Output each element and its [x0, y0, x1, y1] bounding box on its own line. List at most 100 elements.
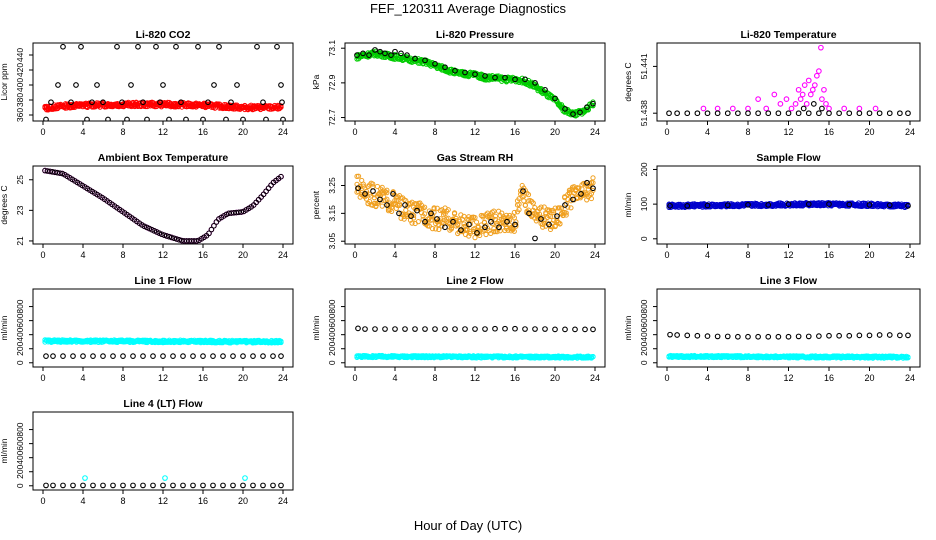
data-point — [590, 175, 596, 181]
data-point — [496, 224, 502, 231]
data-point — [552, 95, 558, 102]
data-point — [492, 325, 498, 332]
data-point — [43, 353, 49, 359]
y-tick-label: 200 — [639, 162, 649, 176]
data-point — [826, 110, 832, 117]
data-point — [704, 202, 711, 209]
data-point — [379, 184, 385, 190]
y-tick-label: 51.441 — [639, 53, 649, 79]
data-point — [522, 202, 528, 208]
data-point — [411, 212, 417, 219]
data-layer — [666, 44, 911, 117]
data-point — [94, 82, 100, 88]
data-point — [464, 227, 470, 233]
data-point — [876, 110, 883, 117]
data-point — [735, 110, 741, 117]
panel-title: Line 4 (LT) Flow — [123, 398, 203, 410]
data-point — [436, 226, 442, 233]
data-point — [130, 353, 136, 359]
data-point — [82, 475, 88, 481]
data-point — [765, 110, 772, 117]
data-point — [792, 100, 799, 107]
data-point — [522, 76, 528, 83]
data-point — [800, 105, 807, 112]
data-point — [576, 185, 582, 191]
data-point — [684, 110, 691, 117]
x-tick-label: 12 — [783, 250, 793, 260]
data-point — [846, 332, 853, 339]
data-point — [785, 333, 792, 340]
data-point — [144, 116, 150, 121]
data-point — [140, 353, 146, 359]
data-point — [542, 86, 548, 93]
data-point — [270, 353, 276, 359]
data-point — [482, 224, 488, 231]
data-point — [70, 482, 76, 489]
data-point — [178, 99, 184, 106]
data-point — [280, 116, 286, 121]
x-tick-label: 8 — [432, 127, 437, 137]
data-point — [377, 196, 383, 203]
data-point — [836, 110, 842, 117]
y-tick-label: 0 — [327, 360, 337, 365]
x-tick-label: 8 — [120, 250, 125, 260]
data-point — [412, 55, 418, 62]
data-point — [254, 43, 260, 50]
x-tick-label: 12 — [470, 373, 480, 383]
y-tick-label: 400 — [639, 327, 649, 341]
data-point — [235, 209, 242, 216]
x-tick-label: 0 — [40, 496, 45, 506]
y-axis-label: ml/min — [0, 438, 9, 463]
data-point — [60, 482, 66, 489]
y-tick-label: 380 — [15, 93, 25, 107]
data-point — [180, 353, 186, 359]
x-axis-label: Hour of Day (UTC) — [413, 518, 523, 533]
x-tick-label: 20 — [238, 496, 248, 506]
data-point — [370, 188, 376, 194]
y-tick-label: 360 — [15, 108, 25, 122]
data-point — [274, 43, 280, 50]
data-point — [234, 82, 240, 88]
data-point — [810, 100, 817, 107]
data-point — [208, 226, 215, 233]
data-point — [389, 208, 395, 215]
data-point — [153, 43, 159, 50]
data-point — [265, 185, 272, 192]
y-tick-label: 400 — [15, 450, 25, 464]
data-point — [278, 482, 284, 489]
data-point — [590, 185, 596, 192]
data-point — [582, 326, 588, 333]
data-point — [50, 353, 56, 359]
data-point — [745, 105, 751, 112]
data-point — [442, 326, 448, 332]
data-point — [826, 105, 832, 112]
data-point — [788, 105, 795, 112]
data-point — [905, 332, 911, 339]
data-point — [588, 195, 595, 202]
data-point — [355, 325, 361, 332]
data-point — [448, 225, 454, 231]
data-point — [724, 110, 731, 117]
data-point — [570, 111, 576, 117]
x-tick-label: 12 — [783, 127, 793, 137]
y-tick-label: 440 — [15, 48, 25, 62]
data-point — [140, 99, 146, 106]
data-point — [724, 333, 731, 340]
data-point — [488, 218, 494, 225]
data-point — [396, 201, 403, 207]
data-point — [60, 353, 66, 359]
y-tick-label: 200 — [327, 341, 337, 355]
data-point — [809, 86, 816, 93]
y-tick-label: 3.25 — [327, 177, 337, 194]
data-point — [473, 219, 480, 225]
data-point — [666, 110, 672, 117]
y-tick-label: 25 — [15, 175, 25, 185]
data-point — [210, 353, 216, 359]
data-point — [84, 116, 90, 121]
data-point — [73, 82, 79, 88]
data-point — [801, 82, 808, 88]
data-point — [512, 76, 518, 83]
x-tick-label: 0 — [664, 250, 669, 260]
x-tick-label: 8 — [120, 127, 125, 137]
data-point — [521, 193, 527, 199]
